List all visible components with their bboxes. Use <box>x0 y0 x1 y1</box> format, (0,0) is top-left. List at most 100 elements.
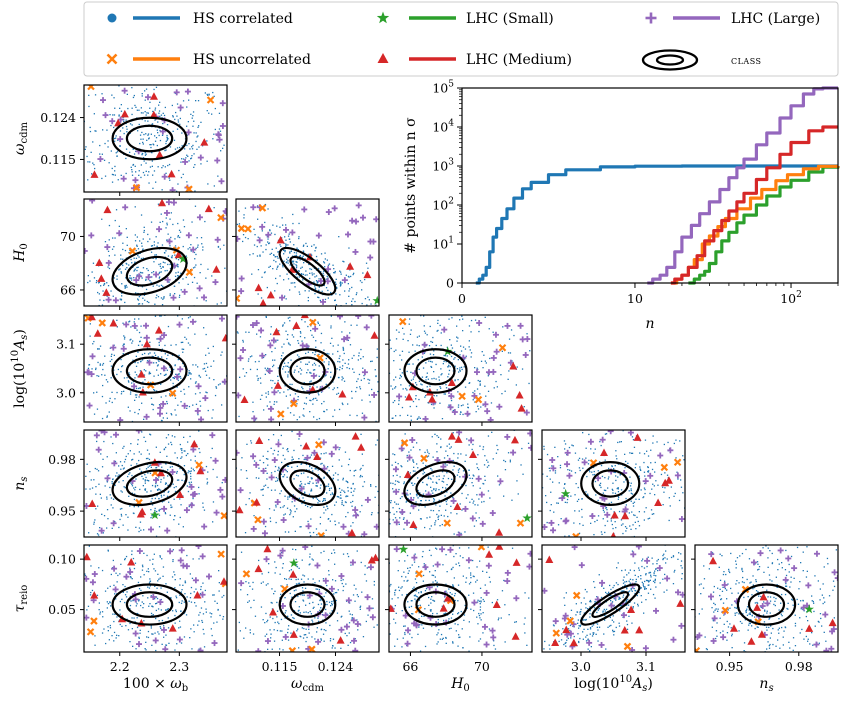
hs-correlated-point <box>425 379 427 381</box>
hs-correlated-point <box>464 460 466 462</box>
hs-correlated-point <box>125 201 126 202</box>
hs-correlated-point <box>324 252 326 254</box>
hs-correlated-point <box>156 602 158 604</box>
hs-correlated-point <box>170 371 172 373</box>
hs-correlated-point <box>283 474 286 476</box>
hs-correlated-point <box>124 336 126 338</box>
hs-correlated-point <box>311 272 313 274</box>
hs-correlated-point <box>668 519 670 522</box>
hs-correlated-point <box>137 298 139 300</box>
hs-correlated-point <box>320 484 322 486</box>
hs-correlated-point <box>193 591 195 593</box>
hs-correlated-point <box>264 484 267 486</box>
hs-correlated-point <box>216 303 218 305</box>
hs-correlated-point <box>607 478 609 480</box>
hs-correlated-point <box>94 467 96 470</box>
hs-correlated-point <box>491 427 492 428</box>
hs-correlated-point <box>170 597 172 599</box>
hs-correlated-point <box>352 482 354 485</box>
hs-correlated-point <box>111 248 114 250</box>
hs-correlated-point <box>627 462 629 464</box>
hs-correlated-point <box>212 409 214 411</box>
hs-correlated-point <box>246 477 248 479</box>
hs-correlated-point <box>673 495 675 497</box>
hs-correlated-point <box>334 520 336 522</box>
hs-correlated-point <box>253 244 256 246</box>
hs-correlated-point <box>289 320 291 322</box>
hs-correlated-point <box>360 379 362 381</box>
hs-correlated-point <box>586 475 588 478</box>
hs-correlated-point <box>304 504 307 506</box>
hs-correlated-point <box>144 90 146 92</box>
hs-correlated-point <box>219 383 221 385</box>
lhc-large-point <box>589 513 596 520</box>
hs-correlated-point <box>448 318 450 320</box>
lhc-large-point <box>363 324 370 331</box>
hs-correlated-point <box>335 501 337 503</box>
lhc-large-point <box>196 214 203 221</box>
hs-correlated-point <box>320 271 322 273</box>
hs-correlated-point <box>638 498 640 500</box>
hs-correlated-point <box>367 317 368 318</box>
hs-correlated-point <box>290 419 291 420</box>
hs-correlated-point <box>162 266 164 268</box>
hs-correlated-point <box>338 405 339 406</box>
hs-correlated-point <box>206 160 208 162</box>
hs-correlated-point <box>147 120 149 122</box>
hs-correlated-point <box>285 243 287 245</box>
hs-correlated-point <box>148 465 151 467</box>
hs-correlated-point <box>194 382 197 384</box>
hs-correlated-point <box>417 427 418 428</box>
hs-correlated-point <box>204 589 206 592</box>
hs-correlated-point <box>146 449 149 451</box>
lhc-large-point <box>222 476 227 483</box>
hs-correlated-point <box>205 362 208 365</box>
hs-correlated-point <box>194 460 196 462</box>
hs-correlated-point <box>167 255 170 257</box>
hs-correlated-point <box>197 100 200 102</box>
hs-correlated-point <box>296 508 298 510</box>
lhc-large-point <box>218 178 225 185</box>
class-ellipse-2sigma <box>580 461 641 507</box>
hs-correlated-point <box>141 277 143 279</box>
lhc-medium-point <box>363 270 372 279</box>
hs-correlated-point <box>443 393 445 395</box>
hs-correlated-point <box>167 138 169 140</box>
legend-entry-lhc-large: LHC (Large) <box>645 11 820 27</box>
lhc-large-point <box>392 466 399 473</box>
lhc-large-point <box>657 452 664 459</box>
hs-correlated-point <box>131 382 133 384</box>
hs-correlated-point <box>205 245 206 246</box>
hs-correlated-point <box>399 476 401 478</box>
hs-correlated-point <box>349 344 352 346</box>
hs-correlated-point <box>283 362 286 364</box>
hs-correlated-point <box>373 509 374 510</box>
hs-correlated-point <box>158 272 160 274</box>
legend-label: LHC (Medium) <box>466 52 572 68</box>
hs-correlated-point <box>230 337 231 338</box>
hs-correlated-point <box>634 514 636 517</box>
lhc-large-point <box>312 325 319 332</box>
hs-correlated-point <box>578 411 579 412</box>
hs-correlated-point <box>187 470 190 472</box>
hs-uncorrelated-point <box>217 213 225 222</box>
panel-points <box>224 315 379 422</box>
hs-correlated-point <box>607 487 609 489</box>
hs-correlated-point <box>159 508 161 511</box>
hs-correlated-point <box>307 313 308 314</box>
hs-correlated-point <box>149 144 151 146</box>
hs-correlated-point <box>429 353 432 355</box>
hs-correlated-point <box>263 272 266 274</box>
hs-correlated-point <box>231 489 232 490</box>
hs-correlated-point <box>170 413 172 415</box>
hs-correlated-point <box>317 281 319 283</box>
hs-correlated-point <box>414 483 416 485</box>
hs-correlated-point <box>592 561 593 562</box>
hs-correlated-point <box>472 474 474 476</box>
hs-correlated-point <box>113 246 115 248</box>
hs-correlated-point <box>80 490 81 491</box>
hs-correlated-point <box>377 390 379 393</box>
hs-correlated-point <box>213 207 215 209</box>
hs-correlated-point <box>224 349 225 350</box>
hs-correlated-point <box>114 237 116 239</box>
